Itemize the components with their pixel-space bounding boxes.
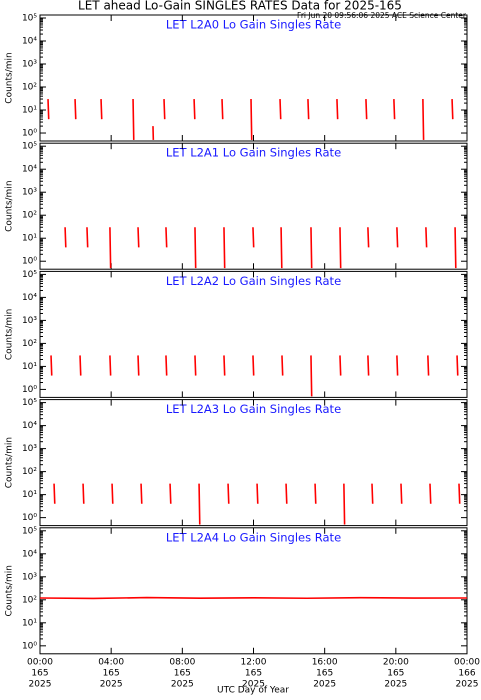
x-tick-year: 2025 [29,679,52,689]
panel-title: LET L2A4 Lo Gain Singles Rate [166,530,341,544]
x-tick-label: 20:00 [383,657,409,667]
y-tick-label: 10² [22,595,37,605]
y-tick-label: 10¹ [22,490,37,500]
x-tick-year: 2025 [313,679,336,689]
y-tick-label: 10¹ [22,106,37,116]
y-axis-label: Counts/min [5,309,15,360]
data-line [50,355,459,397]
data-line [64,227,457,269]
data-line [39,596,468,600]
y-tick-label: 10⁵ [22,398,37,408]
x-tick-day: 166 [458,668,475,678]
x-tick-label: 12:00 [241,657,267,667]
x-axis-label: UTC Day of Year [217,686,289,696]
panel-title: LET L2A2 Lo Gain Singles Rate [166,274,341,288]
y-axis-label: Counts/min [5,437,15,488]
y-tick-label: 10² [22,83,37,93]
y-tick-label: 10² [22,339,37,349]
y-tick-label: 10⁰ [22,129,37,139]
x-tick-label: 16:00 [312,657,338,667]
x-tick-day: 165 [31,668,48,678]
panel-title: LET L2A0 Lo Gain Singles Rate [166,18,341,32]
y-tick-label: 10¹ [22,362,37,372]
x-tick-label: 08:00 [169,657,195,667]
plot-frame [39,527,468,655]
y-tick-label: 10⁰ [22,385,37,395]
panel-title: LET L2A1 Lo Gain Singles Rate [166,146,341,160]
data-line [53,483,461,525]
y-tick-label: 10⁰ [22,257,37,267]
y-tick-label: 10⁴ [22,421,37,431]
y-tick-label: 10⁵ [22,526,37,536]
y-tick-label: 10⁰ [22,641,37,651]
panel-title: LET L2A3 Lo Gain Singles Rate [166,402,341,416]
plot-frame [39,399,468,527]
y-tick-label: 10¹ [22,234,37,244]
y-tick-label: 10³ [22,188,37,198]
x-tick-day: 165 [174,668,191,678]
x-tick-day: 165 [387,668,404,678]
x-tick-day: 165 [316,668,333,678]
plot-frame [39,270,468,398]
x-tick-day: 165 [103,668,120,678]
y-tick-label: 10¹ [22,618,37,628]
y-tick-label: 10⁴ [22,165,37,175]
x-tick-year: 2025 [242,679,265,689]
y-tick-label: 10⁵ [22,142,37,152]
y-axis-label: Counts/min [5,52,15,103]
y-tick-label: 10³ [22,572,37,582]
data-line [47,99,454,140]
y-tick-label: 10² [22,467,37,477]
x-tick-year: 2025 [384,679,407,689]
x-tick-year: 2025 [456,679,479,689]
x-tick-label: 00:00 [27,657,53,667]
x-tick-year: 2025 [171,679,194,689]
y-tick-label: 10² [22,211,37,221]
y-axis-label: Counts/min [5,565,15,616]
y-tick-label: 10⁴ [22,549,37,559]
y-tick-label: 10⁴ [22,293,37,303]
y-axis-label: Counts/min [5,180,15,231]
y-tick-label: 10³ [22,316,37,326]
x-tick-label: 00:00 [454,657,480,667]
y-tick-label: 10⁵ [22,270,37,280]
x-tick-day: 165 [245,668,262,678]
plot-frame [39,14,468,142]
x-tick-year: 2025 [100,679,123,689]
x-tick-label: 04:00 [98,657,124,667]
plot-frame [39,142,468,270]
chart-title: LET ahead Lo-Gain SINGLES RATES Data for… [78,0,402,13]
y-tick-label: 10³ [22,60,37,70]
y-tick-label: 10⁵ [22,13,37,23]
y-tick-label: 10⁴ [22,37,37,47]
y-tick-label: 10⁰ [22,513,37,523]
y-tick-label: 10³ [22,444,37,454]
